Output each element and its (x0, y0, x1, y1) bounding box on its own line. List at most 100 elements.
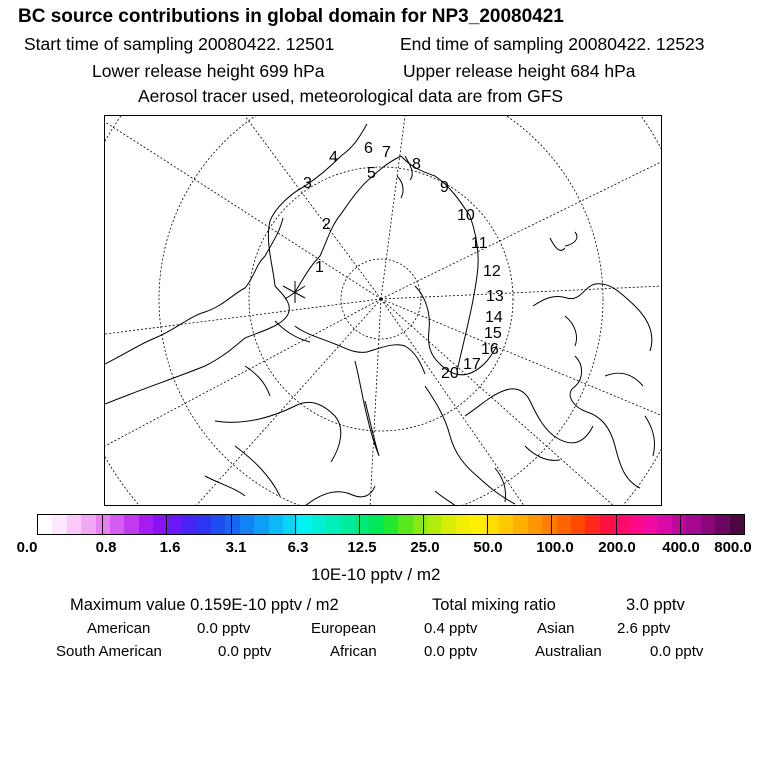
color-scale-tick (551, 515, 553, 534)
units-label: 10E-10 pptv / m2 (311, 565, 441, 584)
color-scale-tick (358, 515, 360, 534)
trajectory-label: 6 (364, 140, 373, 157)
color-scale-cell (657, 515, 672, 534)
scale-label: 50.0 (473, 539, 503, 556)
color-scale-cell (196, 515, 211, 534)
trajectory-label: 1 (315, 259, 324, 276)
trajectory-label: 10 (457, 207, 475, 224)
trajectory-label: 16 (481, 341, 499, 358)
color-scale-cell (513, 515, 528, 534)
trajectory-label: 11 (471, 235, 488, 252)
color-scale-cell (52, 515, 67, 534)
upper-release-height: Upper release height 684 hPa (403, 61, 636, 81)
scale-label: 200.0 (598, 539, 636, 556)
trajectory-label: 4 (329, 149, 338, 166)
total-mixing-ratio-value: 3.0 pptv (626, 596, 685, 614)
color-scale-cell (556, 515, 572, 534)
region-name: American (87, 620, 151, 637)
scale-label: 400.0 (662, 539, 700, 556)
color-scale-cell (254, 515, 269, 534)
color-scale-cell (311, 515, 327, 534)
scale-label: 25.0 (410, 539, 440, 556)
scale-label: 6.3 (287, 539, 309, 556)
color-scale-cell (110, 515, 125, 534)
color-scale-cell (297, 515, 312, 534)
color-scale-cell (369, 515, 384, 534)
scale-label: 0.8 (95, 539, 117, 556)
color-scale-cell (686, 515, 701, 534)
color-scale-cell (66, 515, 82, 534)
color-scale-cell (354, 515, 370, 534)
color-scale-cell (282, 515, 298, 534)
trajectory-label: 17 (463, 356, 481, 373)
color-scale-cell (643, 515, 658, 534)
color-scale-cell (225, 515, 240, 534)
color-scale-cell (167, 515, 183, 534)
coastlines (105, 123, 656, 505)
color-scale-cell (210, 515, 226, 534)
trajectory-label: 12 (483, 263, 501, 280)
color-scale-cell (398, 515, 413, 534)
color-scale-cell (182, 515, 197, 534)
latitude-circle-60 (158, 116, 604, 505)
color-scale-cell (499, 515, 514, 534)
region-value: 2.6 pptv (617, 620, 671, 637)
color-scale-cell (585, 515, 600, 534)
latitude-circle-80 (340, 258, 422, 340)
plot-title: BC source contributions in global domain… (18, 6, 564, 27)
trajectory-label: 3 (303, 175, 312, 192)
color-scale-cell (383, 515, 399, 534)
trajectory-label: 7 (382, 144, 391, 161)
region-value: 0.4 pptv (424, 620, 478, 637)
color-scale-cell (542, 515, 557, 534)
color-scale-bar (37, 514, 745, 535)
trajectory-label: 15 (484, 325, 502, 342)
lower-release-height: Lower release height 699 hPa (92, 61, 325, 81)
color-scale-cell (527, 515, 543, 534)
color-scale-cell (715, 515, 730, 534)
total-mixing-ratio-label: Total mixing ratio (432, 596, 556, 614)
color-scale-tick (487, 515, 489, 534)
trajectory-label: 5 (367, 165, 376, 182)
color-scale-cell (571, 515, 586, 534)
color-scale-cell (124, 515, 139, 534)
region-value: 0.0 pptv (650, 643, 704, 660)
trajectory-label: 9 (440, 179, 449, 196)
tracer-note: Aerosol tracer used, meteorological data… (138, 86, 564, 106)
trajectory-label: 2 (322, 216, 331, 233)
color-scale-cell (614, 515, 629, 534)
color-scale-cell (153, 515, 168, 534)
scale-label: 12.5 (347, 539, 377, 556)
region-name: African (330, 643, 377, 660)
region-name: Australian (535, 643, 602, 660)
color-scale-tick (294, 515, 296, 534)
scale-label: 0.0 (16, 539, 38, 556)
color-scale-cell (138, 515, 154, 534)
color-scale-tick (230, 515, 232, 534)
region-value: 0.0 pptv (424, 643, 478, 660)
color-scale-cell (426, 515, 442, 534)
scale-label: 800.0 (714, 539, 752, 556)
trajectory-label: 8 (412, 156, 421, 173)
color-scale-cell (455, 515, 471, 534)
color-scale-tick (615, 515, 617, 534)
region-name: Asian (537, 620, 575, 637)
color-scale-cell (412, 515, 427, 534)
latitude-circle-70 (248, 166, 514, 432)
trajectory-label: 13 (486, 288, 504, 305)
region-value: 0.0 pptv (197, 620, 251, 637)
color-scale-cell (441, 515, 456, 534)
color-scale-cell (628, 515, 644, 534)
color-scale-tick (166, 515, 168, 534)
color-scale-cell (729, 515, 744, 534)
color-scale-cell (326, 515, 341, 534)
maximum-value: Maximum value 0.159E-10 pptv / m2 (70, 596, 339, 614)
region-name: European (311, 620, 377, 637)
start-time: Start time of sampling 20080422. 12501 (24, 34, 335, 54)
color-scale-cell (81, 515, 96, 534)
color-scale-cell (38, 515, 53, 534)
color-scale-tick (102, 515, 104, 534)
region-value: 0.0 pptv (218, 643, 272, 660)
color-scale-tick (423, 515, 425, 534)
color-scale-cell (470, 515, 485, 534)
